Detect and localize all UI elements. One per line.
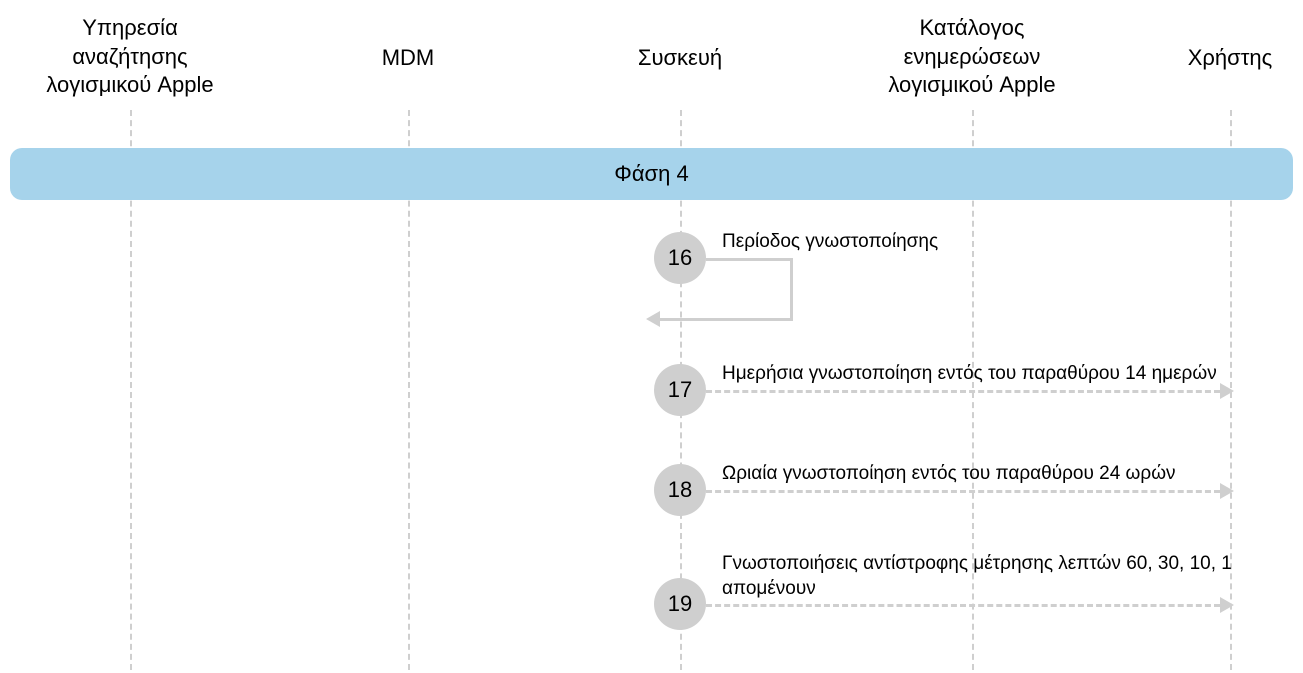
lifeline-header-svc: Υπηρεσίααναζήτησηςλογισμικού Apple [0,14,260,100]
step-label-17: Ημερήσια γνωστοποίηση εντός του παραθύρο… [722,362,1217,387]
lifeline-header-device: Συσκευή [550,44,810,73]
arrowhead-17 [1220,383,1234,399]
step-label-16: Περίοδος γνωστοποίησης [722,230,938,255]
arrow-17 [706,390,1220,393]
lifeline-header-mdm: MDM [278,44,538,73]
arrow-18 [706,490,1220,493]
selfloop-16-bottom [660,318,793,321]
arrowhead-16 [646,311,660,327]
selfloop-16-down [790,258,793,318]
step-label-18: Ωριαία γνωστοποίηση εντός του παραθύρου … [722,462,1176,487]
step-node-16: 16 [654,232,706,284]
step-node-19: 19 [654,578,706,630]
selfloop-16-top [706,258,793,261]
arrow-19 [706,604,1220,607]
step-node-18: 18 [654,464,706,516]
lifeline-header-catalog: Κατάλογοςενημερώσεωνλογισμικού Apple [842,14,1102,100]
lifeline-header-user: Χρήστης [1100,44,1303,73]
phase-bar: Φάση 4 [10,148,1293,200]
sequence-diagram: Υπηρεσίααναζήτησηςλογισμικού Apple MDM Συσ… [0,0,1303,673]
arrowhead-18 [1220,483,1234,499]
step-node-17: 17 [654,364,706,416]
step-label-19: Γνωστοποιήσεις αντίστροφης μέτρησης λεπτ… [722,552,1232,601]
